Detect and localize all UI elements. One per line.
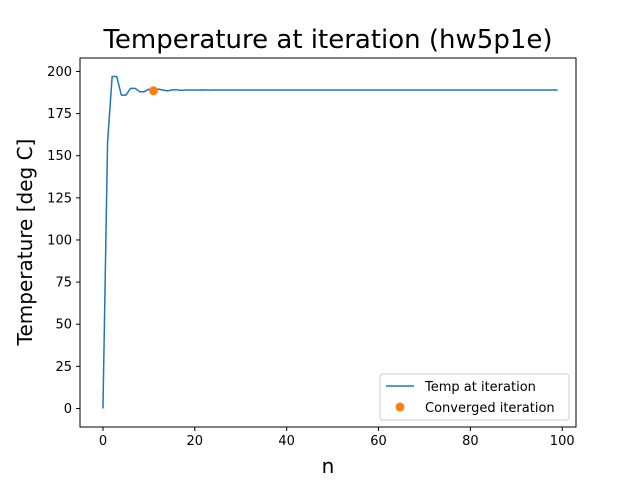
x-tick-label: 100	[550, 434, 575, 449]
legend-label-line: Temp at iteration	[424, 380, 536, 395]
x-axis: 0 20 40 60 80 100	[99, 427, 575, 449]
y-tick-label: 0	[64, 402, 72, 417]
axes-frame	[79, 57, 577, 428]
y-axis: 0 25 50 75 100 125 150 175 200	[47, 65, 80, 417]
converged-point	[148, 86, 158, 96]
y-tick-label: 50	[55, 318, 72, 333]
x-tick-label: 20	[187, 434, 204, 449]
series-line-temp-at-iteration	[102, 75, 558, 409]
y-tick-label: 125	[47, 191, 72, 206]
y-tick-label: 100	[47, 233, 72, 248]
chart-title: Temperature at iteration (hw5p1e)	[102, 25, 552, 55]
y-tick-label: 25	[55, 360, 72, 375]
y-tick-label: 150	[47, 149, 72, 164]
legend-label-marker: Converged iteration	[425, 401, 555, 416]
y-tick-label: 175	[47, 107, 72, 122]
x-tick-label: 40	[278, 434, 295, 449]
legend: Temp at iteration Converged iteration	[379, 373, 570, 421]
x-tick-label: 80	[462, 434, 479, 449]
legend-box	[379, 373, 570, 421]
y-tick-label: 200	[47, 65, 72, 80]
plot-area	[79, 57, 577, 428]
y-axis-label: Temperature [deg C]	[13, 139, 37, 347]
y-tick-label: 75	[55, 276, 72, 291]
legend-marker-swatch	[395, 402, 405, 412]
series-layer	[102, 75, 558, 409]
x-tick-label: 60	[370, 434, 387, 449]
x-axis-label: n	[322, 454, 335, 478]
x-tick-label: 0	[99, 434, 107, 449]
